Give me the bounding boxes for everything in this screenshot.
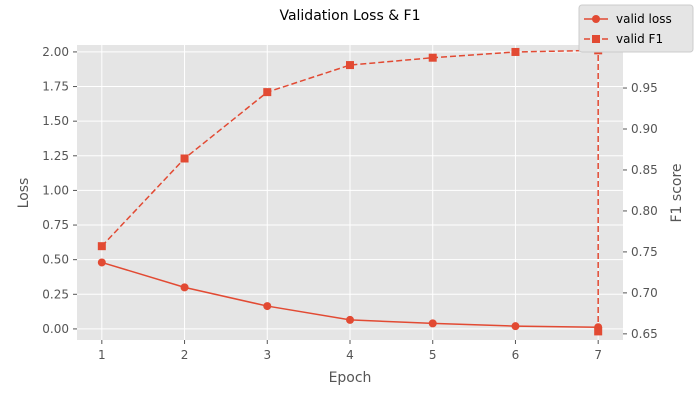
data-point-marker — [180, 283, 189, 292]
data-point-marker — [594, 327, 603, 336]
left-y-tick-label: 0.25 — [42, 287, 69, 301]
legend-label: valid loss — [616, 12, 672, 26]
legend-label: valid F1 — [616, 32, 663, 46]
right-y-tick-label: 0.95 — [631, 81, 658, 95]
legend: valid loss valid F1 — [578, 4, 694, 53]
left-y-tick-label: 1.50 — [42, 114, 69, 128]
data-point-marker — [428, 53, 437, 62]
right-y-tick-label: 0.75 — [631, 245, 658, 259]
x-tick-label: 3 — [263, 348, 271, 362]
chart-title: Validation Loss & F1 — [279, 8, 420, 24]
data-point-marker — [346, 61, 354, 70]
right-y-tick-label: 0.65 — [631, 327, 658, 341]
right-y-axis-label: F1 score — [669, 163, 685, 222]
right-y-axis-ticks: 0.650.700.750.800.850.900.951.00 — [623, 40, 658, 341]
left-y-tick-label: 0.50 — [42, 253, 69, 267]
left-y-axis-label: Loss — [16, 178, 32, 209]
legend-marker — [592, 35, 600, 43]
left-y-tick-label: 1.25 — [42, 149, 69, 163]
data-point-marker — [428, 319, 437, 328]
x-axis-label: Epoch — [329, 370, 372, 386]
x-tick-label: 5 — [429, 348, 437, 362]
data-point-marker — [511, 322, 520, 331]
left-y-tick-label: 2.00 — [42, 45, 69, 59]
x-axis-ticks: 1 2 3 4 5 6 7 — [98, 340, 602, 362]
right-y-tick-label: 0.90 — [631, 122, 658, 136]
x-tick-label: 4 — [346, 348, 354, 362]
left-y-tick-label: 0.75 — [42, 218, 69, 232]
data-point-marker — [263, 88, 272, 97]
left-y-tick-label: 1.00 — [42, 183, 69, 197]
data-point-marker — [180, 154, 189, 163]
data-point-marker — [346, 315, 354, 324]
data-point-marker — [263, 302, 272, 311]
x-tick-label: 1 — [98, 348, 106, 362]
left-y-axis-ticks: 0.00 0.25 0.50 0.75 1.00 1.25 1.50 1.75 2.00 — [42, 45, 77, 336]
x-tick-label: 6 — [512, 348, 520, 362]
left-y-tick-label: 0.00 — [42, 322, 69, 336]
left-y-tick-label: 1.75 — [42, 80, 69, 94]
data-point-marker — [97, 258, 106, 267]
data-point-marker — [511, 47, 520, 56]
right-y-tick-label: 0.85 — [631, 163, 658, 177]
legend-marker — [592, 15, 600, 23]
right-y-tick-label: 0.70 — [631, 286, 658, 300]
x-tick-label: 2 — [181, 348, 189, 362]
x-tick-label: 7 — [594, 348, 602, 362]
data-point-marker — [97, 242, 106, 251]
right-y-tick-label: 0.80 — [631, 204, 658, 218]
series-line — [101, 49, 599, 332]
legend-box — [578, 4, 694, 53]
